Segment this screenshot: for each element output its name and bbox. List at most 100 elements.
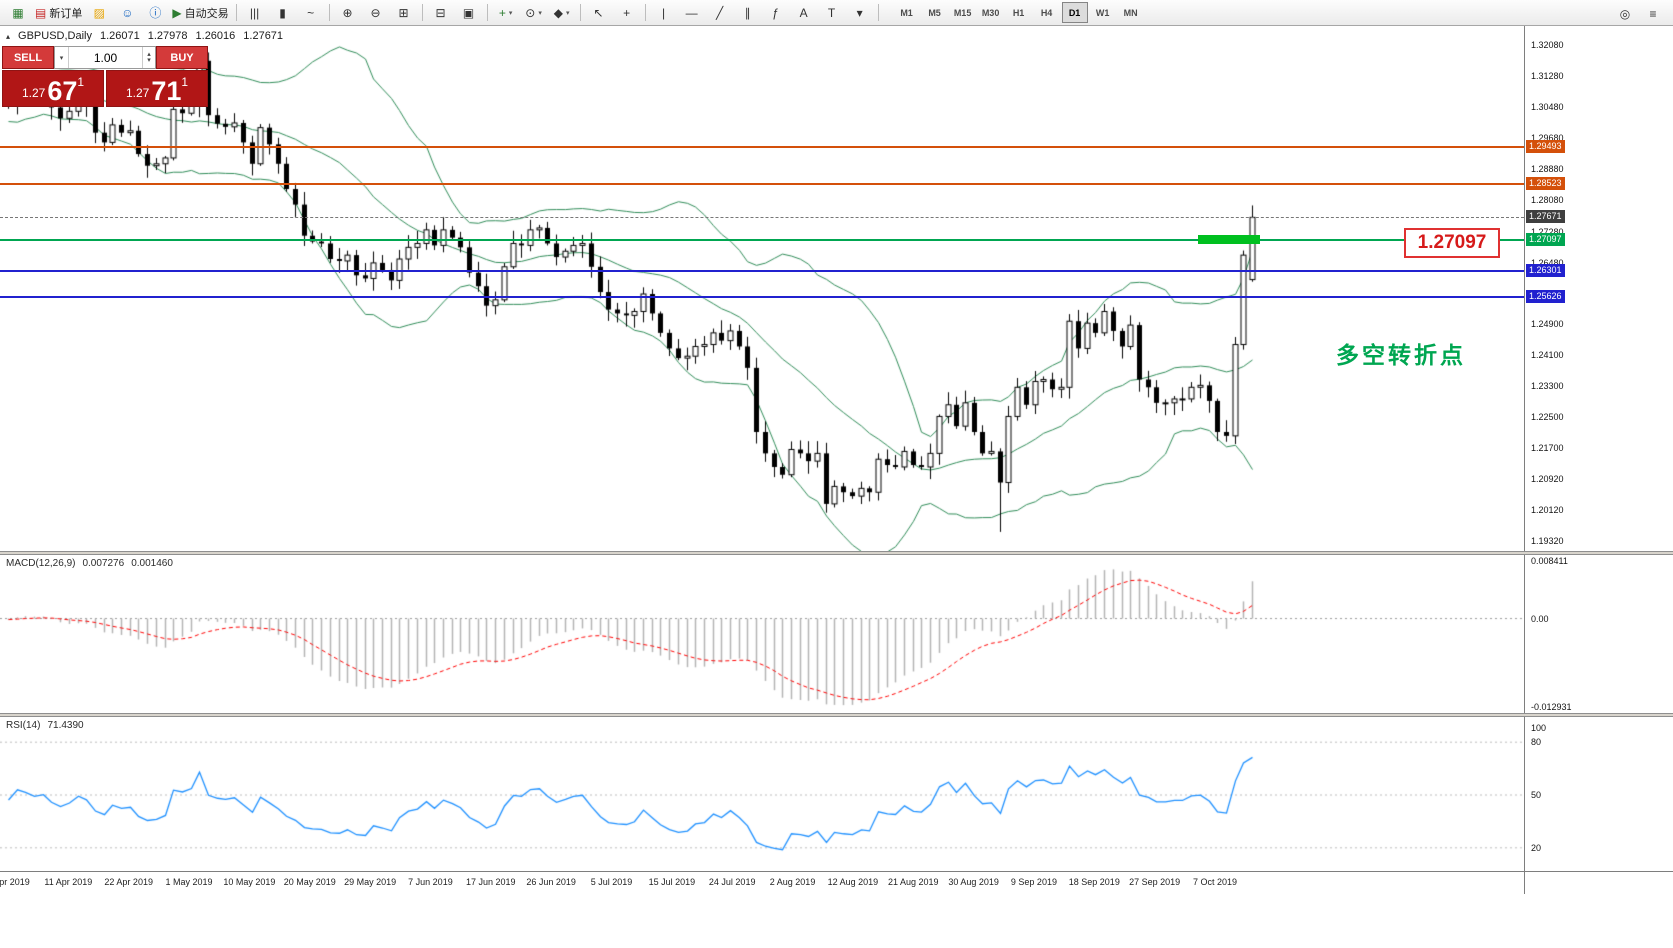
chart-area: 1.29493 1.28523 1.27671 1.27097 1.26301 1.256… [0, 26, 1673, 948]
price-tick-label: 1.20120 [1531, 504, 1564, 515]
quick-search-icon[interactable]: ◎ [1619, 6, 1631, 21]
timeframe-w1[interactable]: W1 [1095, 7, 1110, 18]
macd-header: MACD(12,26,9) 0.007276 0.001460 [6, 558, 173, 569]
timeframe-h1[interactable]: H1 [1012, 7, 1025, 18]
sell-price-prefix: 1.27 [21, 86, 46, 100]
toolbar-left-group: ▦ ▤ 新订单 ▨ ☺ ⓘ ▶ 自动交易 ||| ▮ ~ ⊕ ⊖ ⊞ ⊟ ▣ + ▾ ⊙ ▾ ◆ ▾ ↖ + | ― ╱ ∥ ƒ A T ▾ [4, 1, 883, 24]
timeframe-h4[interactable]: H4 [1040, 7, 1053, 18]
toolbar-separator [421, 4, 423, 21]
macd-panel: 0.008411 0.00 -0.012931 MACD(12,26,9) 0.00… [0, 555, 1673, 713]
volume-down-icon[interactable]: ▾ [147, 56, 151, 64]
toolbar-separator [486, 4, 488, 21]
buy-price-pip: 1 [181, 75, 189, 89]
zoom-out-icon[interactable]: ⊖ [370, 5, 381, 20]
candlestick-chart-icon[interactable]: ▮ [279, 5, 286, 20]
date-label: 22 Apr 2019 [104, 877, 153, 887]
channel-icon[interactable]: ∥ [744, 5, 751, 20]
macd-canvas[interactable] [0, 555, 1524, 713]
rsi-panel: 100 80 50 20 RSI(14) 71.4390 [0, 717, 1673, 871]
price-tick-label: 1.21700 [1531, 443, 1564, 454]
date-label: 7 Jun 2019 [408, 877, 453, 887]
price-tag-1.25626: 1.25626 [1526, 289, 1565, 303]
price-tag-1.26301: 1.26301 [1526, 263, 1565, 277]
price-tick-label: 1.28880 [1531, 164, 1564, 175]
volume-stepper[interactable]: ▴ ▾ [142, 47, 155, 68]
new-order-button[interactable]: ▤ 新订单 [35, 5, 83, 20]
sell-button[interactable]: SELL [2, 46, 54, 69]
volume-input[interactable]: 1.00 [93, 50, 118, 65]
current-price-line [0, 217, 1524, 219]
vertical-line-icon[interactable]: | [662, 5, 666, 20]
bars-chart-icon[interactable]: ||| [249, 5, 260, 20]
profile-icon[interactable]: ☺ [121, 5, 134, 20]
date-label: 2 Aug 2019 [769, 877, 816, 887]
horizontal-level-line [0, 183, 1524, 186]
rsi-tick-label: 80 [1531, 737, 1542, 748]
panel-separator[interactable] [0, 551, 1673, 555]
rsi-header: RSI(14) 71.4390 [6, 720, 84, 731]
crosshair-icon[interactable]: + [623, 5, 631, 20]
trendline-icon[interactable]: ╱ [715, 5, 724, 20]
date-label: 18 Sep 2019 [1068, 877, 1120, 887]
date-label: 1 May 2019 [165, 877, 213, 887]
price-chart-canvas[interactable] [0, 26, 1524, 551]
date-label: 29 May 2019 [344, 877, 397, 887]
sell-price-button[interactable]: 1.27 67 1 [2, 70, 104, 107]
macd-tick-label: 0.00 [1531, 613, 1549, 624]
panel-separator[interactable] [0, 713, 1673, 717]
buy-price-big: 71 [151, 76, 182, 107]
ohlc-close: 1.27671 [243, 30, 284, 42]
timeframe-m1[interactable]: M1 [900, 7, 913, 18]
toolbar-separator [877, 4, 879, 21]
timeframe-m30[interactable]: M30 [981, 7, 1000, 18]
toolbar-separator [328, 4, 330, 21]
date-label: 24 Jul 2019 [708, 877, 756, 887]
macd-tick-label: -0.012931 [1531, 702, 1572, 712]
rsi-canvas[interactable] [0, 717, 1524, 871]
line-chart-icon[interactable]: ~ [307, 5, 315, 20]
cursor-icon[interactable]: ↖ [593, 5, 604, 20]
label-icon[interactable]: T [827, 5, 836, 20]
text-icon[interactable]: A [799, 5, 808, 20]
bottom-filler [0, 893, 1673, 948]
volume-up-icon[interactable]: ▴ [147, 50, 151, 58]
autotrading-button[interactable]: ▶ 自动交易 [172, 5, 229, 20]
rsi-tick-label: 50 [1531, 790, 1542, 800]
volume-dropdown-icon[interactable]: ▾ [55, 47, 69, 68]
date-label: 15 Jul 2019 [648, 877, 696, 887]
fibonacci-icon[interactable]: ƒ [772, 5, 779, 20]
chart-list-icon[interactable]: ≡ [1649, 6, 1657, 21]
date-label: 12 Aug 2019 [827, 877, 879, 887]
buy-price-button[interactable]: 1.27 71 1 [106, 70, 208, 107]
timeframe-mn[interactable]: MN [1123, 7, 1138, 18]
timeframe-d1[interactable]: D1 [1061, 2, 1088, 23]
shapes-dropdown-icon[interactable]: ▾ [856, 5, 863, 20]
tile-windows-icon[interactable]: ⊟ [435, 5, 446, 20]
zoom-in-icon[interactable]: ⊕ [342, 5, 353, 20]
horizontal-level-line [0, 295, 1524, 298]
price-tag-1.28523: 1.28523 [1526, 177, 1565, 191]
auto-scroll-icon[interactable]: ⊞ [398, 5, 409, 20]
templates-icon[interactable]: ◆ ▾ [553, 5, 570, 20]
timeframe-m5[interactable]: M5 [928, 7, 941, 18]
date-label: 2 Apr 2019 [0, 877, 30, 887]
symbol-name: GBPUSD,Daily [18, 30, 92, 42]
one-click-trading-panel: SELL ▾ 1.00 ▴ ▾ BUY 1.27 67 [2, 46, 208, 107]
info-icon[interactable]: ⓘ [149, 5, 162, 20]
periods-icon[interactable]: ⊙ ▾ [525, 5, 542, 20]
macd-title: MACD(12,26,9) [6, 558, 76, 569]
price-axis[interactable]: 1.29493 1.28523 1.27671 1.27097 1.26301 1.256… [1524, 26, 1673, 551]
axis-corner [1524, 872, 1673, 894]
rsi-tick-label: 20 [1531, 842, 1542, 853]
collapse-trade-panel-icon[interactable]: ▴ [6, 31, 11, 41]
horizontal-line-icon[interactable]: ― [685, 5, 698, 20]
mql-funds-icon[interactable]: ▨ [93, 5, 106, 20]
chart-annotation: 多空转折点 [1336, 342, 1466, 368]
timeframe-m15[interactable]: M15 [953, 7, 972, 18]
time-axis[interactable]: 2 Apr 2019 11 Apr 2019 22 Apr 2019 1 May 20… [0, 871, 1673, 894]
indicators-icon[interactable]: + ▾ [498, 5, 513, 20]
buy-button[interactable]: BUY [156, 46, 208, 69]
rsi-value: 71.4390 [47, 720, 84, 731]
cascade-windows-icon[interactable]: ▣ [462, 5, 475, 20]
